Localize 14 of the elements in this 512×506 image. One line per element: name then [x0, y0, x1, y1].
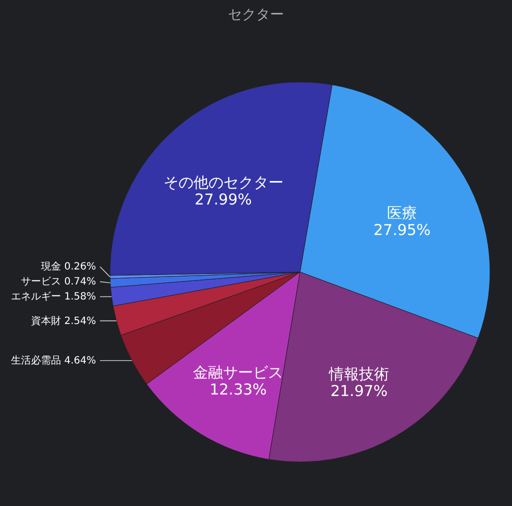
data-label: 21.97%: [330, 382, 388, 400]
slice-label: 情報技術: [328, 364, 390, 383]
data-label: 27.99%: [194, 190, 252, 209]
slice-label: エネルギー 1.58%: [11, 290, 96, 303]
slice-label: その他のセクター: [163, 174, 284, 192]
slice-label: 医療: [387, 204, 418, 222]
slice-label: サービス 0.74%: [21, 276, 96, 288]
data-label: 12.33%: [210, 380, 267, 398]
chart-title: セクター: [228, 7, 284, 23]
slice-label: 資本財 2.54%: [31, 314, 96, 327]
slice-label: 現金 0.26%: [41, 260, 96, 273]
slice-label: 金融サービス: [193, 363, 284, 382]
slice-label: 生活必需品 4.64%: [11, 354, 96, 367]
data-label: 27.95%: [373, 221, 431, 240]
